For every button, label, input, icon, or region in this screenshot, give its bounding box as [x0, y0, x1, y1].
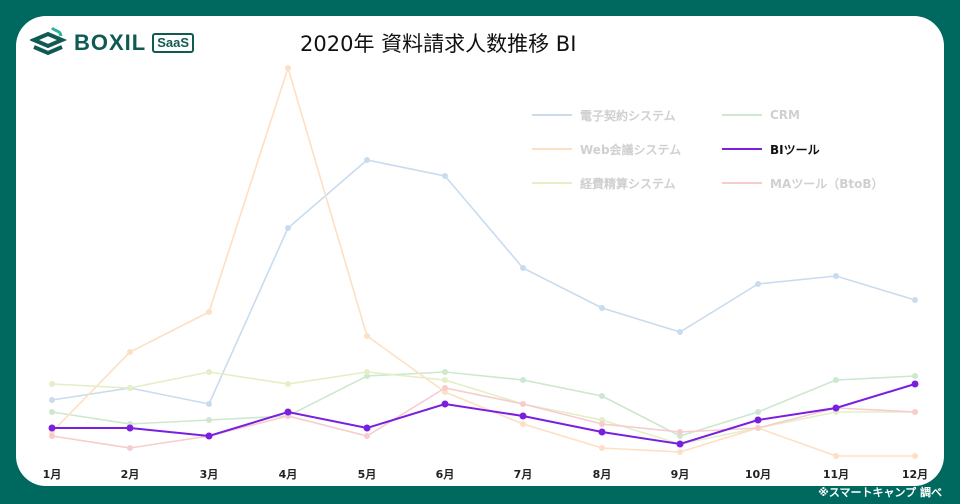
chart-legend: 電子契約システム CRM Web会議システム BIツール経費精算システム MAツール（B…: [532, 106, 902, 192]
data-point[interactable]: [49, 397, 55, 403]
x-tick-label: 12月: [901, 468, 929, 481]
legend-item[interactable]: 経費精算システム: [532, 174, 722, 192]
series-line: [51, 387, 916, 449]
data-point[interactable]: [676, 440, 684, 448]
legend-label: BIツール: [770, 142, 820, 157]
legend-swatch: [722, 114, 762, 116]
legend-swatch: [532, 114, 572, 116]
data-point[interactable]: [599, 421, 605, 427]
legend-item[interactable]: Web会議システム: [532, 140, 722, 158]
x-tick-label: 11月: [822, 468, 850, 481]
data-point[interactable]: [677, 329, 683, 335]
boxil-box-icon: [30, 26, 68, 56]
legend-label: 電子契約システム: [580, 108, 676, 123]
x-tick-label: 6月: [435, 468, 455, 481]
data-point[interactable]: [520, 377, 526, 383]
data-point[interactable]: [520, 265, 526, 271]
data-point[interactable]: [205, 432, 213, 440]
data-point[interactable]: [285, 225, 291, 231]
x-tick-label: 10月: [744, 468, 772, 481]
data-point[interactable]: [911, 380, 919, 388]
data-point[interactable]: [364, 333, 370, 339]
data-point[interactable]: [363, 424, 371, 432]
data-point[interactable]: [364, 433, 370, 439]
data-point[interactable]: [833, 453, 839, 459]
data-point[interactable]: [206, 417, 212, 423]
logo-badge: SaaS: [152, 33, 195, 53]
series-line: [51, 371, 916, 437]
x-tick-label: 3月: [199, 468, 219, 481]
data-point[interactable]: [912, 297, 918, 303]
data-point[interactable]: [754, 416, 762, 424]
data-point[interactable]: [441, 400, 449, 408]
data-point[interactable]: [677, 449, 683, 455]
legend-label: MAツール（BtoB）: [770, 176, 884, 191]
data-point[interactable]: [599, 445, 605, 451]
series-line: [51, 65, 915, 457]
data-point[interactable]: [599, 393, 605, 399]
data-point[interactable]: [832, 404, 840, 412]
logo-text: BOXIL: [74, 30, 147, 55]
series-line: [51, 159, 916, 405]
data-point[interactable]: [49, 409, 55, 415]
data-point[interactable]: [127, 385, 133, 391]
legend-swatch: [532, 182, 572, 184]
data-point[interactable]: [755, 281, 761, 287]
data-point[interactable]: [49, 433, 55, 439]
x-tick-label: 7月: [513, 468, 533, 481]
data-point[interactable]: [519, 412, 527, 420]
x-tick-label: 5月: [357, 468, 377, 481]
data-point[interactable]: [285, 65, 291, 71]
data-point[interactable]: [364, 369, 370, 375]
legend-item[interactable]: CRM: [722, 106, 902, 124]
boxil-logo: BOXIL SaaS: [30, 26, 195, 60]
data-point[interactable]: [520, 421, 526, 427]
data-point[interactable]: [127, 445, 133, 451]
data-point[interactable]: [284, 408, 292, 416]
data-point[interactable]: [442, 369, 448, 375]
legend-item[interactable]: 電子契約システム: [532, 106, 722, 124]
data-point[interactable]: [442, 173, 448, 179]
legend-item[interactable]: MAツール（BtoB）: [722, 174, 902, 192]
x-tick-label: 2月: [120, 468, 140, 481]
data-point[interactable]: [127, 349, 133, 355]
legend-swatch: [722, 182, 762, 184]
data-point[interactable]: [206, 309, 212, 315]
data-point[interactable]: [833, 377, 839, 383]
data-point[interactable]: [598, 428, 606, 436]
data-point[interactable]: [755, 409, 761, 415]
series-line: [52, 383, 916, 446]
data-point[interactable]: [442, 385, 448, 391]
data-point[interactable]: [48, 424, 56, 432]
source-credit: ※スマートキャンプ 調べ: [818, 486, 942, 499]
x-tick-label: 9月: [670, 468, 690, 481]
data-point[interactable]: [126, 424, 134, 432]
legend-label: CRM: [770, 108, 800, 122]
x-tick-label: 4月: [278, 468, 298, 481]
chart-card: [16, 16, 944, 486]
data-point[interactable]: [206, 369, 212, 375]
data-point[interactable]: [755, 425, 761, 431]
data-point[interactable]: [364, 157, 370, 163]
data-point[interactable]: [677, 429, 683, 435]
data-point[interactable]: [206, 401, 212, 407]
legend-item[interactable]: BIツール: [722, 140, 902, 158]
data-point[interactable]: [49, 381, 55, 387]
data-point[interactable]: [285, 381, 291, 387]
chart-title: 2020年 資料請求人数推移 BI: [300, 32, 577, 56]
data-point[interactable]: [520, 401, 526, 407]
x-tick-label: 8月: [592, 468, 612, 481]
data-point[interactable]: [912, 409, 918, 415]
data-point[interactable]: [833, 273, 839, 279]
legend-swatch: [532, 148, 572, 150]
data-point[interactable]: [912, 453, 918, 459]
legend-swatch: [722, 148, 762, 150]
legend-label: Web会議システム: [580, 142, 682, 157]
data-point[interactable]: [912, 373, 918, 379]
data-point[interactable]: [599, 305, 605, 311]
x-tick-label: 1月: [42, 468, 62, 481]
legend-label: 経費精算システム: [580, 176, 676, 191]
data-point[interactable]: [442, 377, 448, 383]
